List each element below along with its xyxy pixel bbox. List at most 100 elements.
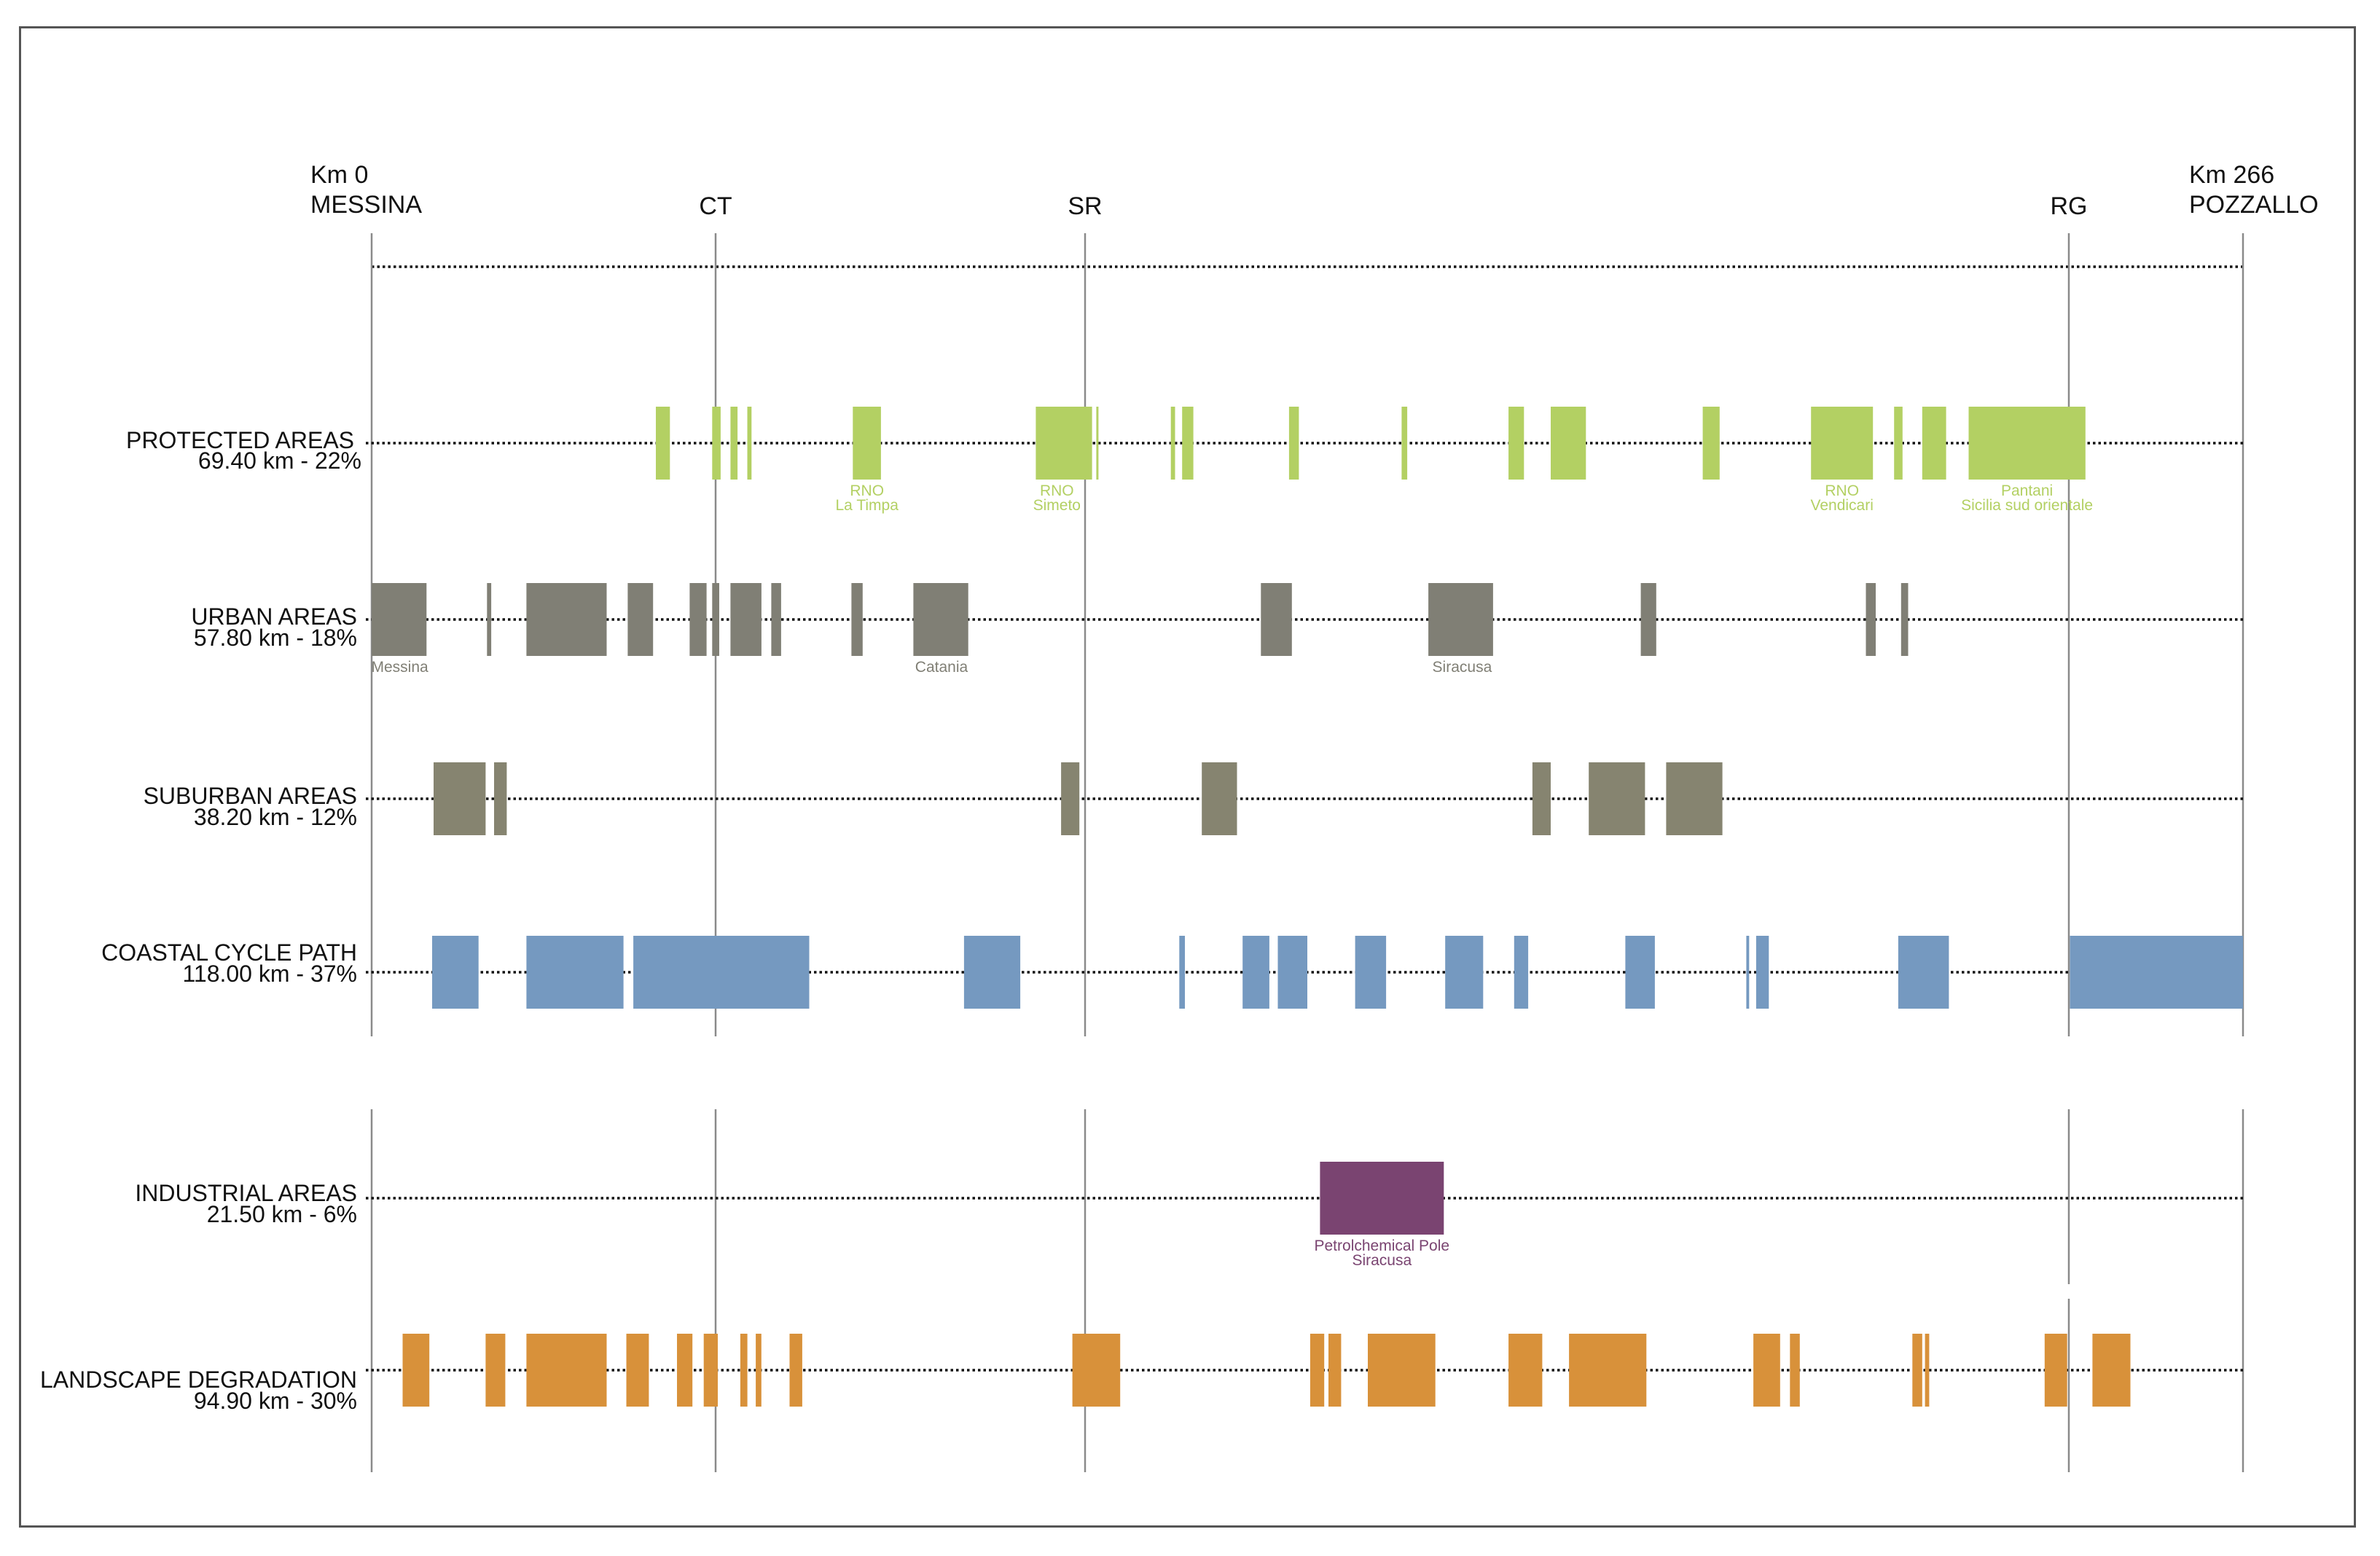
- protected-segment: [1551, 407, 1586, 480]
- protected-row-stats: 69.40 km - 22%: [198, 447, 361, 474]
- protected-annotation-line: Simeto: [1033, 497, 1081, 514]
- degradation-segment: [485, 1334, 506, 1407]
- urban-row-name: URBAN AREAS: [191, 603, 357, 630]
- degradation-segment: [1508, 1334, 1543, 1407]
- cycle-segment: [1277, 936, 1307, 1009]
- cycle-segment: [633, 936, 810, 1009]
- degradation-segment: [1790, 1334, 1800, 1407]
- protected-segment: [656, 407, 670, 480]
- suburban-segment: [1589, 762, 1645, 835]
- ct-label: CT: [699, 192, 732, 220]
- cycle-segment: [1445, 936, 1484, 1009]
- cycle-segment: [1355, 936, 1387, 1009]
- urban-segment: [1640, 583, 1656, 656]
- degradation-segment: [1328, 1334, 1342, 1407]
- suburban-row-name: SUBURBAN AREAS: [144, 783, 357, 809]
- degradation-segment: [1368, 1334, 1436, 1407]
- diagram-frame: [19, 26, 2356, 1528]
- protected-segment: [1288, 407, 1299, 480]
- urban-annotation: Siracusa: [1433, 659, 1492, 676]
- degradation-segment: [677, 1334, 693, 1407]
- sr-label: SR: [1068, 192, 1102, 220]
- protected-annotation-line: RNO: [1040, 482, 1074, 499]
- degradation-segment: [626, 1334, 649, 1407]
- cycle-row-stats: 118.00 km - 37%: [182, 961, 357, 987]
- start-city-label: MESSINA: [310, 191, 422, 219]
- urban-segment: [372, 583, 427, 656]
- cycle-segment: [1898, 936, 1949, 1009]
- urban-segment: [627, 583, 654, 656]
- protected-annotation-line: RNO: [850, 482, 884, 499]
- rg-line-gap: [2065, 1284, 2072, 1299]
- cycle-segment: [1755, 936, 1769, 1009]
- urban-segment: [771, 583, 781, 656]
- urban-segment: [1428, 583, 1493, 656]
- cycle-segment: [432, 936, 479, 1009]
- protected-segment: [1922, 407, 1946, 480]
- suburban-segment: [1061, 762, 1080, 835]
- protected-segment: [1096, 407, 1099, 480]
- protected-annotation: RNO Vendicari: [1811, 482, 1874, 514]
- cycle-row-name: COASTAL CYCLE PATH: [101, 939, 357, 966]
- degradation-row-name: LANDSCAPE DEGRADATION: [40, 1367, 357, 1393]
- cycle-segment: [963, 936, 1021, 1009]
- industrial-row-stats: 21.50 km - 6%: [207, 1201, 357, 1227]
- degradation-segment: [756, 1334, 762, 1407]
- protected-segment: [1968, 407, 2086, 480]
- degradation-row-stats: 94.90 km - 30%: [194, 1388, 357, 1414]
- industrial-row: Petrolchemical Pole Siracusa: [366, 1162, 2243, 1269]
- protected-annotation-line: Pantani: [2001, 482, 2053, 499]
- degradation-segment: [2044, 1334, 2067, 1407]
- protected-segment: [712, 407, 721, 480]
- degradation-segment: [1310, 1334, 1325, 1407]
- urban-segment: [526, 583, 607, 656]
- protected-segment: [1508, 407, 1524, 480]
- urban-segment: [689, 583, 707, 656]
- protected-segment: [1702, 407, 1720, 480]
- cycle-segment: [1746, 936, 1750, 1009]
- degradation-segment: [1912, 1334, 1922, 1407]
- suburban-segment: [1202, 762, 1237, 835]
- degradation-segment: [703, 1334, 718, 1407]
- suburban-segment: [1666, 762, 1723, 835]
- protected-segment: [1170, 407, 1175, 480]
- protected-annotation-line: La Timpa: [836, 497, 899, 514]
- protected-annotation-line: RNO: [1825, 482, 1859, 499]
- degradation-segment: [526, 1334, 607, 1407]
- industrial-annotation-line: Siracusa: [1352, 1252, 1412, 1269]
- industrial-annotation-line: Petrolchemical Pole: [1315, 1238, 1450, 1254]
- cycle-row: [366, 936, 2243, 1009]
- cycle-segment: [526, 936, 624, 1009]
- urban-row-stats: 57.80 km - 18%: [194, 625, 357, 651]
- protected-segment: [853, 407, 881, 480]
- urban-row: Messina Catania Siracusa: [366, 583, 2243, 676]
- suburban-row: [366, 762, 2243, 835]
- urban-segment: [712, 583, 719, 656]
- protected-annotation: RNO La Timpa: [836, 482, 899, 514]
- protected-segment: [1811, 407, 1874, 480]
- cycle-segment: [1179, 936, 1185, 1009]
- protected-segment: [1894, 407, 1903, 480]
- protected-segment: [1401, 407, 1408, 480]
- end-km-label: Km 266: [2189, 161, 2274, 189]
- urban-segment: [1261, 583, 1292, 656]
- urban-segment: [730, 583, 762, 656]
- degradation-segment: [402, 1334, 430, 1407]
- urban-segment: [913, 583, 968, 656]
- urban-annotation-line: Siracusa: [1433, 659, 1492, 676]
- industrial-row-name: INDUSTRIAL AREAS: [135, 1180, 357, 1206]
- rg-label: RG: [2051, 192, 2088, 220]
- cycle-segment: [1514, 936, 1529, 1009]
- urban-segment: [1866, 583, 1876, 656]
- industrial-annotation: Petrolchemical Pole Siracusa: [1315, 1238, 1450, 1269]
- degradation-segment: [1072, 1334, 1121, 1407]
- protected-row-name: PROTECTED AREAS: [126, 427, 354, 453]
- suburban-segment: [1532, 762, 1551, 835]
- degradation-segment: [1753, 1334, 1780, 1407]
- station-lines: [370, 233, 2244, 1472]
- urban-segment: [1901, 583, 1909, 656]
- urban-annotation-line: Messina: [371, 659, 428, 676]
